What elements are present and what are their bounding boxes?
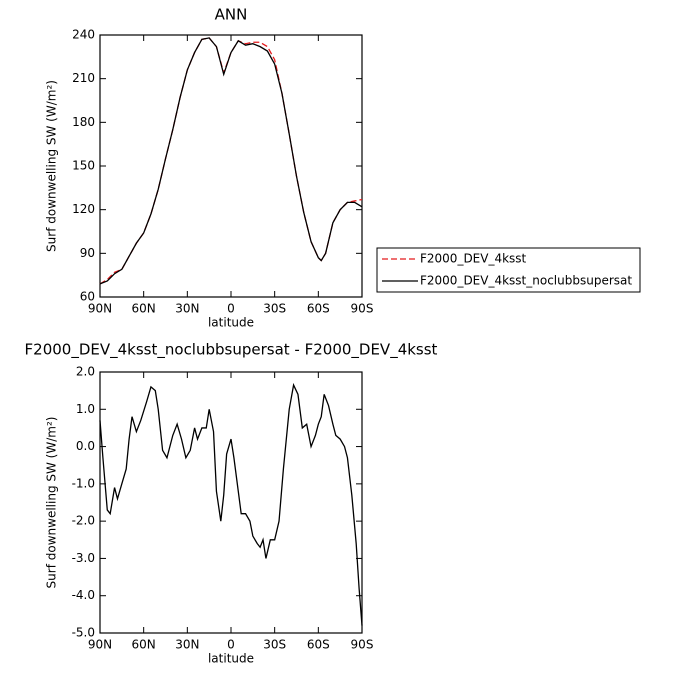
y-tick-label: 0.0	[76, 439, 95, 453]
data-line	[99, 37, 363, 285]
y-tick-label: 90	[80, 246, 95, 260]
y-tick-label: -3.0	[72, 551, 95, 565]
x-tick-label: 30S	[263, 302, 286, 316]
x-tick-label: 30S	[263, 638, 286, 652]
legend-label: F2000_DEV_4ksst_noclubbsupersat	[420, 274, 632, 288]
x-axis-label: latitude	[208, 316, 254, 330]
x-tick-label: 0	[227, 638, 235, 652]
x-tick-label: 60S	[307, 638, 330, 652]
plot-frame	[99, 371, 363, 634]
x-tick-label: 60N	[132, 638, 156, 652]
x-tick-label: 60S	[307, 302, 330, 316]
y-tick-label: -5.0	[72, 626, 95, 640]
legend-box	[376, 247, 641, 293]
x-tick-label: 0	[227, 302, 235, 316]
y-tick-label: 120	[72, 202, 95, 216]
x-tick-label: 90S	[351, 302, 374, 316]
y-tick-label: 240	[72, 28, 95, 42]
legend-label: F2000_DEV_4ksst	[420, 252, 527, 266]
data-line	[99, 382, 363, 626]
x-tick-label: 90S	[351, 638, 374, 652]
y-tick-label: -4.0	[72, 588, 95, 602]
y-tick-label: 60	[80, 290, 95, 304]
data-line	[99, 37, 363, 285]
x-tick-label: 90N	[88, 638, 112, 652]
y-tick-label: 210	[72, 71, 95, 85]
y-tick-label: 2.0	[76, 365, 95, 379]
x-axis-label: latitude	[208, 652, 254, 666]
x-tick-label: 60N	[132, 302, 156, 316]
y-tick-label: -2.0	[72, 514, 95, 528]
y-axis-label: Surf downwelling SW (W/m²)	[45, 80, 59, 252]
y-axis-label: Surf downwelling SW (W/m²)	[45, 417, 59, 589]
y-tick-label: -1.0	[72, 476, 95, 490]
y-tick-label: 150	[72, 159, 95, 173]
x-tick-label: 30N	[175, 638, 199, 652]
chart-title: ANN	[215, 6, 248, 24]
chart-title: F2000_DEV_4ksst_noclubbsupersat - F2000_…	[25, 341, 438, 360]
y-tick-label: 1.0	[76, 402, 95, 416]
x-tick-label: 90N	[88, 302, 112, 316]
x-tick-label: 30N	[175, 302, 199, 316]
y-tick-label: 180	[72, 115, 95, 129]
